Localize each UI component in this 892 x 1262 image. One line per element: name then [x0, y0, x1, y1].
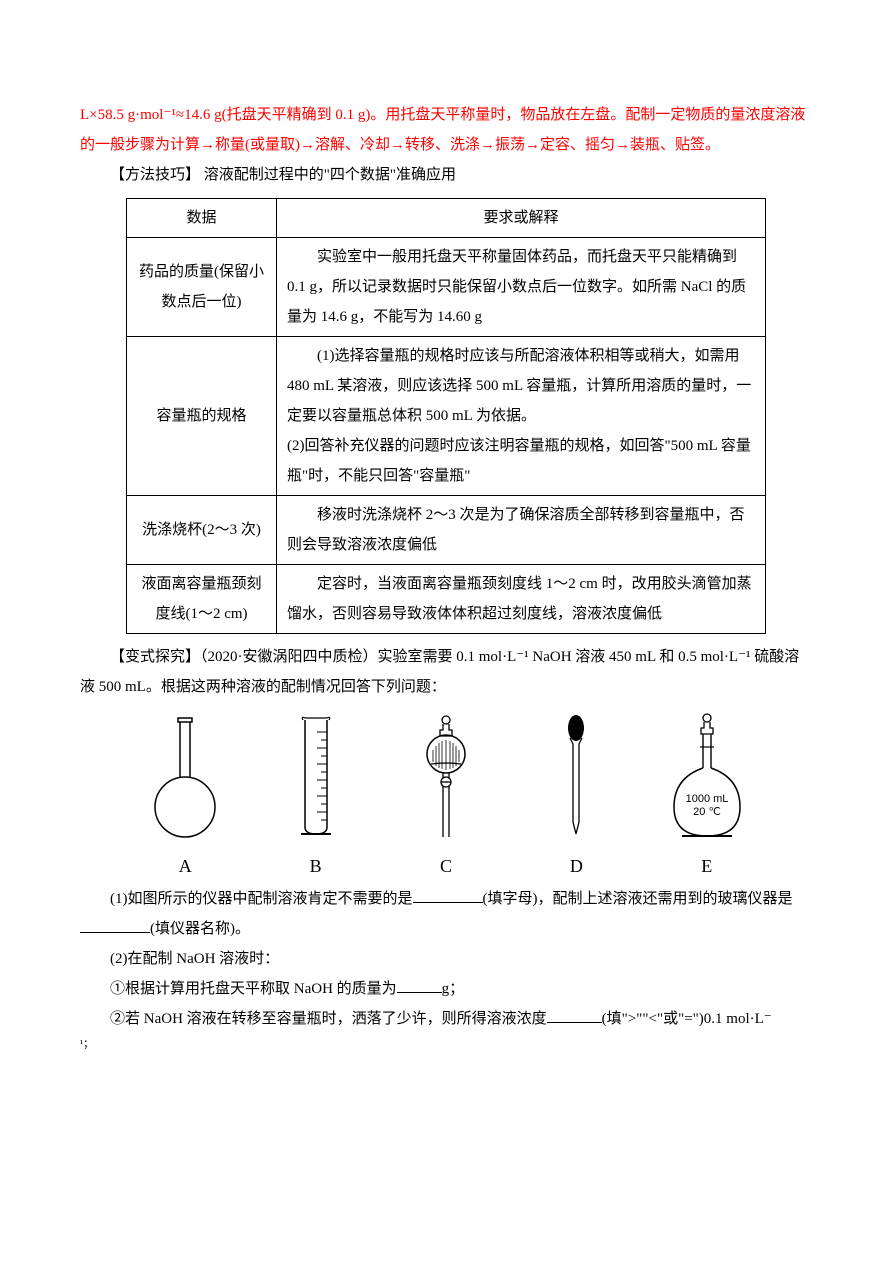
question-2-2: ②若 NaOH 溶液在转移至容量瓶时，洒落了少许，则所得溶液浓度 (填">""<"…	[80, 1004, 812, 1034]
question-1-cont: (填仪器名称)。	[80, 914, 812, 944]
dropper-icon	[556, 712, 596, 842]
question-2-2-cont: ¹；	[80, 1034, 812, 1064]
q1-text-a: (1)如图所示的仪器中配制溶液肯定不需要的是	[110, 891, 413, 907]
q1-text-c: (填仪器名称)。	[150, 921, 250, 937]
q2-2-text-b: (填">""<"或"=")0.1 mol·L⁻	[602, 1011, 772, 1027]
round-bottom-flask-icon	[150, 712, 220, 842]
question-2-1: ①根据计算用托盘天平称取 NaOH 的质量为 g；	[80, 974, 812, 1004]
table-header-data: 数据	[127, 199, 277, 238]
table-cell: (1)选择容量瓶的规格时应该与所配溶液体积相等或稍大，如需用 480 mL 某溶…	[277, 337, 766, 496]
apparatus-e: 1000 mL 20 ℃ E	[652, 712, 762, 884]
q1-text-b: (填字母)，配制上述溶液还需用到的玻璃仪器是	[483, 891, 793, 907]
method-skill-heading: 【方法技巧】 溶液配制过程中的"四个数据"准确应用	[80, 160, 812, 190]
apparatus-b: B	[261, 712, 371, 884]
four-data-table: 数据 要求或解释 药品的质量(保留小数点后一位) 实验室中一般用托盘天平称量固体…	[126, 198, 766, 634]
blank-field[interactable]	[413, 887, 483, 904]
question-1: (1)如图所示的仪器中配制溶液肯定不需要的是 (填字母)，配制上述溶液还需用到的玻…	[80, 884, 812, 914]
question-2-heading: (2)在配制 NaOH 溶液时：	[80, 944, 812, 974]
table-row: 洗涤烧杯(2～3 次) 移液时洗涤烧杯 2～3 次是为了确保溶质全部转移到容量瓶…	[127, 496, 766, 565]
table-cell: 洗涤烧杯(2～3 次)	[127, 496, 277, 565]
figure-label: A	[179, 848, 192, 884]
table-row: 数据 要求或解释	[127, 199, 766, 238]
superscript-unit: ¹；	[80, 1039, 94, 1050]
variant-exploration-text: 【变式探究】（2020·安徽涡阳四中质检）实验室需要 0.1 mol·L⁻¹ N…	[80, 642, 812, 702]
blank-field[interactable]	[397, 977, 442, 994]
apparatus-a: A	[130, 712, 240, 884]
volumetric-flask-icon: 1000 mL 20 ℃	[662, 712, 752, 842]
figure-label: C	[440, 848, 452, 884]
blank-field[interactable]	[80, 917, 150, 934]
table-cell: 液面离容量瓶颈刻度线(1～2 cm)	[127, 565, 277, 634]
table-cell: 实验室中一般用托盘天平称量固体药品，而托盘天平只能精确到 0.1 g，所以记录数…	[277, 238, 766, 337]
table-row: 液面离容量瓶颈刻度线(1～2 cm) 定容时，当液面离容量瓶颈刻度线 1～2 c…	[127, 565, 766, 634]
table-header-explain: 要求或解释	[277, 199, 766, 238]
q2-1-text-b: g；	[442, 981, 465, 997]
separating-funnel-icon	[416, 712, 476, 842]
q2-1-text-a: ①根据计算用托盘天平称取 NaOH 的质量为	[110, 981, 397, 997]
table-cell: 容量瓶的规格	[127, 337, 277, 496]
figure-label: E	[701, 848, 712, 884]
apparatus-d: D	[521, 712, 631, 884]
table-row: 药品的质量(保留小数点后一位) 实验室中一般用托盘天平称量固体药品，而托盘天平只…	[127, 238, 766, 337]
blank-field[interactable]	[547, 1007, 602, 1024]
q2-2-text-a: ②若 NaOH 溶液在转移至容量瓶时，洒落了少许，则所得溶液浓度	[110, 1011, 547, 1027]
red-continuation-paragraph: L×58.5 g·mol⁻¹≈14.6 g(托盘天平精确到 0.1 g)。用托盘…	[80, 100, 812, 160]
document-page: L×58.5 g·mol⁻¹≈14.6 g(托盘天平精确到 0.1 g)。用托盘…	[0, 0, 892, 1262]
table-cell: 移液时洗涤烧杯 2～3 次是为了确保溶质全部转移到容量瓶中，否则会导致溶液浓度偏…	[277, 496, 766, 565]
flask-volume-label: 1000 mL	[685, 793, 728, 805]
table-row: 容量瓶的规格 (1)选择容量瓶的规格时应该与所配溶液体积相等或稍大，如需用 48…	[127, 337, 766, 496]
apparatus-c: C	[391, 712, 501, 884]
glassware-figure-row: A B	[120, 712, 772, 884]
figure-label: B	[310, 848, 322, 884]
table-cell: 定容时，当液面离容量瓶颈刻度线 1～2 cm 时，改用胶头滴管加蒸馏水，否则容易…	[277, 565, 766, 634]
flask-temp-label: 20 ℃	[693, 806, 721, 818]
figure-label: D	[570, 848, 583, 884]
graduated-cylinder-icon	[291, 712, 341, 842]
table-cell: 药品的质量(保留小数点后一位)	[127, 238, 277, 337]
